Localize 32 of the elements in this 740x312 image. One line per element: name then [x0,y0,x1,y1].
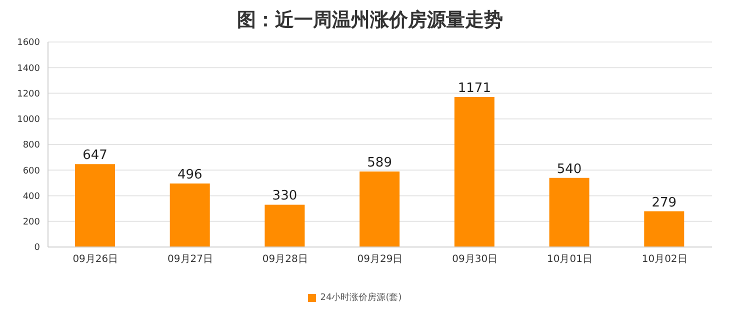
x-tick-label: 09月28日 [262,254,308,266]
y-tick-label: 800 [22,140,40,151]
y-tick-label: 400 [22,192,40,202]
x-tick-label: 09月29日 [357,254,403,266]
y-tick-label: 0 [34,243,40,254]
data-label: 540 [556,162,582,177]
bar [264,204,305,247]
data-label: 1171 [458,80,491,96]
y-tick-label: 200 [22,218,40,228]
data-label: 589 [367,156,392,171]
y-tick-label: 1400 [17,64,40,74]
chart-title: 图：近一周温州涨价房源量走势 [236,8,504,33]
data-label: 330 [272,188,298,204]
bar [644,211,684,247]
x-tick-label: 09月30日 [452,254,498,266]
y-tick-label: 1200 [17,89,40,100]
data-label: 647 [82,148,108,164]
x-tick-label: 09月26日 [72,254,118,266]
bar [454,96,494,247]
x-tick-label: 10月01日 [546,254,592,266]
bar [75,164,115,247]
bar [360,172,400,247]
bar [170,183,210,247]
data-label: 279 [652,195,677,210]
y-tick-label: 1600 [17,38,40,48]
x-tick-label: 10月02日 [642,254,688,266]
x-tick-label: 09月27日 [168,254,214,266]
legend-label: 24小时涨价房源(套) [320,293,402,303]
data-label: 496 [177,167,202,182]
y-tick-label: 600 [22,166,40,176]
bar [549,178,590,247]
y-tick-label: 1000 [17,115,40,126]
